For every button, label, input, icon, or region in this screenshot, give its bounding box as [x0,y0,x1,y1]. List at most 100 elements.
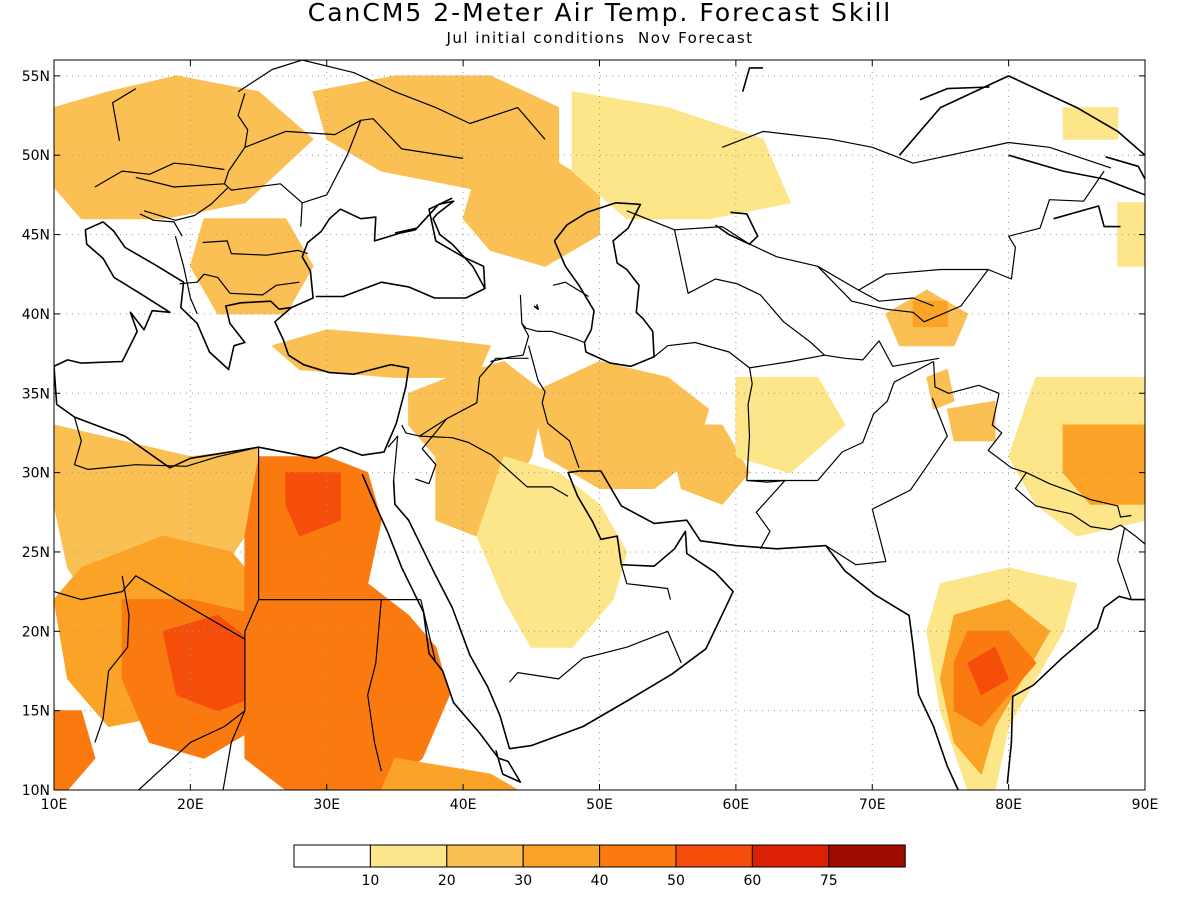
border-29 [817,170,1105,291]
coastline-2 [278,208,416,310]
coastline-3 [315,200,486,299]
border-37 [229,281,300,296]
skill-region-23 [244,456,450,790]
border-24 [1120,524,1145,545]
colorbar-swatch-5 [675,844,753,868]
border-20 [933,361,1000,394]
lon-tick-label: 90E [1132,797,1159,813]
border-28 [721,130,1112,169]
map-subtitle: Jul initial conditions Nov Forecast [446,29,754,47]
coastline-6 [392,470,734,750]
border-9 [401,357,529,437]
border-42 [179,273,231,294]
border-4 [420,599,437,664]
border-45 [139,213,183,237]
coastline-11 [714,211,759,245]
lon-tick-label: 80E [995,797,1022,813]
border-25 [1117,528,1132,600]
axis-ticks: 10E 20E 30E 40E 50E 60E 70E 80E 90E 10N 15N 20N 25N 3… [22,60,1159,813]
lat-tick-label: 20N [22,624,50,640]
skill-region-18 [1117,202,1145,267]
lon-tick-label: 40E [450,797,477,813]
colorbar-label: 75 [820,873,838,889]
border-21 [825,397,948,566]
skill-region-14 [946,400,996,442]
skill-region-25 [54,710,96,790]
lon-tick-label: 30E [313,797,340,813]
lat-tick-label: 15N [22,704,50,720]
border-7 [94,575,130,743]
coastline-4 [54,306,410,469]
colorbar-swatch-4 [599,844,677,868]
skill-region-3 [571,91,791,220]
border-15 [509,630,682,683]
lon-tick-label: 50E [586,797,613,813]
coastline-7 [579,470,960,790]
coastline-9 [428,197,486,289]
border-18 [749,340,940,369]
skill-region-16 [1062,424,1145,505]
lat-tick-label: 30N [22,466,50,482]
border-40 [111,88,137,142]
border-30 [858,289,934,307]
colorbar-label: 20 [438,873,456,889]
coastline-16 [919,86,990,101]
border-43 [174,236,198,315]
border-0 [73,416,259,470]
colorbar-label: 60 [743,873,761,889]
map-title: CanCM5 2-Meter Air Temp. Forecast Skill [307,0,893,27]
border-2 [54,575,246,640]
lat-tick-label: 25N [22,545,50,561]
border-11 [419,435,569,497]
lon-tick-label: 10E [41,797,68,813]
skill-region-10 [735,376,846,474]
coastline-13 [394,227,417,234]
border-23 [1014,472,1121,531]
border-13 [521,323,585,344]
colorbar-swatch-7 [828,844,906,868]
coastline-17 [1008,75,1145,156]
coastline-18 [1008,154,1145,196]
skill-region-5 [271,329,491,378]
colorbar-swatch-6 [751,844,830,868]
skill-region-26 [380,757,519,790]
lat-tick-label: 50N [22,148,50,164]
border-6 [138,710,246,790]
border-35 [244,119,362,148]
border-17 [653,341,786,550]
lat-tick-label: 55N [22,69,50,85]
coastline-1 [102,221,280,371]
colorbar-label: 30 [514,873,532,889]
colorbar-swatch-3 [522,844,601,868]
coastline-14 [741,67,764,92]
lon-tick-label: 60E [723,797,750,813]
lat-tick-label: 45N [22,228,50,244]
lat-tick-label: 10N [22,783,50,799]
coastline-19 [1053,205,1121,228]
border-19 [746,360,934,482]
skill-shading [54,75,1145,790]
coastline-0 [54,221,171,368]
colorbar-label: 50 [667,873,685,889]
lon-tick-label: 20E [177,797,204,813]
border-5 [367,599,382,772]
skill-region-9 [667,424,750,505]
colorbar-swatch-2 [446,844,524,868]
skill-region-24 [285,472,341,537]
border-41 [237,60,546,140]
colorbar-label: 10 [361,873,379,889]
coastline-5 [361,473,522,783]
border-44 [552,281,589,298]
border-14 [528,345,580,468]
lat-tick-label: 35N [22,386,50,402]
lat-tick-label: 40N [22,307,50,323]
coastline-10 [553,202,655,368]
lon-tick-label: 70E [859,797,886,813]
border-36 [202,240,308,256]
border-8 [387,435,399,481]
skill-region-0 [54,75,314,220]
colorbar-swatch-1 [369,844,448,868]
skill-region-2 [462,154,600,267]
border-38 [143,186,230,221]
